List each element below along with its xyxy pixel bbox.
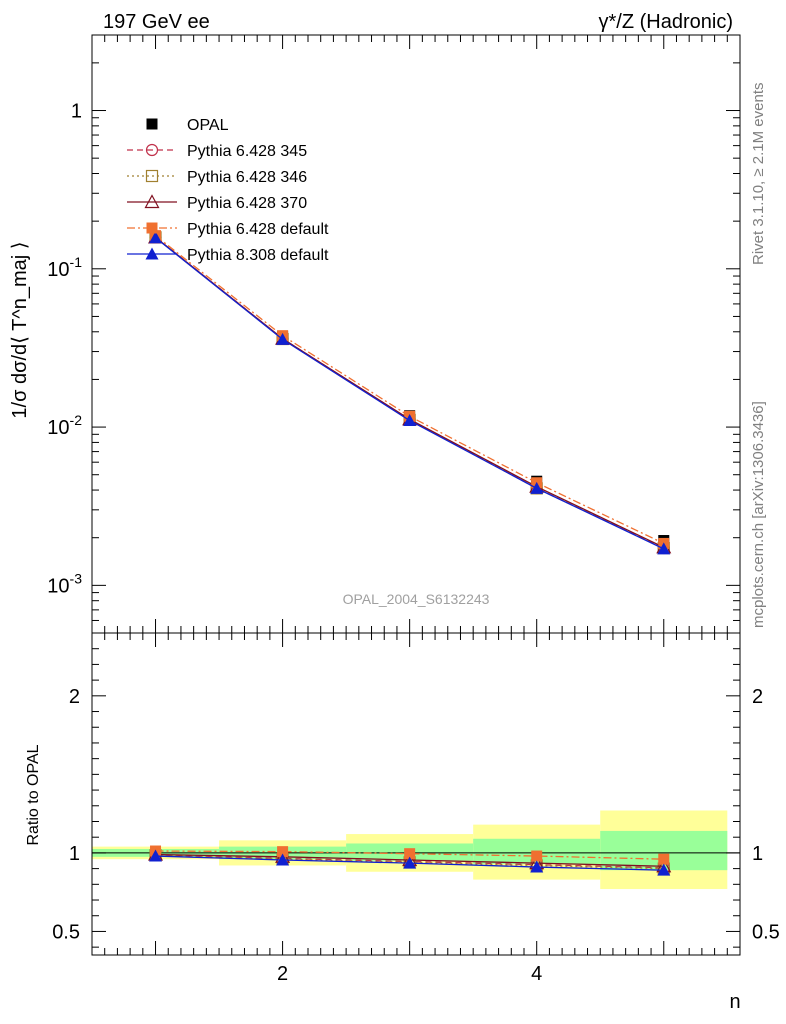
main-ytick-label: 1: [71, 101, 82, 123]
legend-label-p8: Pythia 8.308 default: [187, 247, 329, 264]
header-right: γ*/Z (Hadronic): [599, 11, 733, 33]
legend-label-p346: Pythia 6.428 346: [187, 169, 307, 186]
main-ytick-label: 10-3: [47, 570, 82, 597]
legend-label-pdef: Pythia 6.428 default: [187, 221, 329, 238]
series-line-p345: [155, 236, 665, 549]
main-axis-ticks: 10-3 10-2 10-1 1: [47, 34, 740, 634]
ratio-xtick-label: 2: [277, 963, 288, 985]
point-pdef: [531, 850, 543, 862]
series-line-p346: [155, 236, 665, 549]
legend-marker-opal: [146, 118, 158, 130]
point-p8: [403, 856, 417, 869]
point-p8: [149, 231, 163, 244]
point-pdef: [404, 848, 416, 860]
header-left: 197 GeV ee: [103, 11, 210, 33]
ratio-ytick-label-left: 1: [69, 843, 80, 865]
ratio-ytick-label-left: 2: [69, 686, 80, 708]
point-p8: [403, 414, 417, 427]
point-p8: [276, 853, 290, 866]
point-pdef: [658, 853, 670, 865]
point-p8: [149, 849, 163, 862]
legend-marker-pdef: [146, 222, 158, 234]
main-series: [148, 229, 672, 555]
point-p8: [530, 481, 544, 494]
main-ylabel: 1/σ dσ/d⟨ T^n_maj ⟩: [9, 241, 31, 418]
legend-label-opal: OPAL: [187, 117, 229, 134]
ratio-ytick-label-left: 0.5: [52, 921, 80, 943]
rivet-label: Rivet 3.1.10, ≥ 2.1M events: [750, 83, 767, 266]
point-p8: [530, 860, 544, 873]
analysis-watermark: OPAL_2004_S6132243: [343, 591, 490, 607]
legend-label-p345: Pythia 6.428 345: [187, 143, 307, 160]
ratio-ylabel: Ratio to OPAL: [25, 744, 42, 845]
x-axis-label: n: [729, 991, 740, 1013]
legend-label-p370: Pythia 6.428 370: [187, 195, 307, 212]
legend-marker-p345: [145, 143, 159, 157]
series-line-p370: [155, 236, 665, 548]
ratio-xtick-label: 4: [531, 963, 542, 985]
legend-marker-p346: [145, 169, 159, 183]
ratio-ytick-label-right: 2: [752, 686, 763, 708]
point-p8: [276, 332, 290, 345]
ratio-axis-ticks: 0.5 0.5 1 1 2 2 2 4: [52, 633, 780, 985]
legend-marker-p8: [145, 247, 159, 260]
ratio-ytick-label-right: 0.5: [752, 921, 780, 943]
series-line-pdef: [155, 850, 664, 860]
point-p8: [657, 863, 671, 876]
mcplots-label: mcplots.cern.ch [arXiv:1306.3436]: [750, 401, 767, 628]
point-pdef: [277, 846, 289, 858]
legend: OPAL Pythia 6.428 345 Pythia 6.428 346 Pyth…: [127, 117, 329, 264]
point-p8: [657, 542, 671, 555]
ratio-ytick-label-right: 1: [752, 843, 763, 865]
main-ytick-label: 10-2: [47, 412, 82, 439]
legend-marker-p370: [144, 194, 160, 209]
series-line-p8: [155, 237, 665, 550]
ratio-series: [148, 845, 672, 876]
series-line-pdef: [155, 235, 665, 545]
ratio-frame: [91, 632, 741, 956]
ratio-uncertainty-bands: [92, 810, 740, 890]
main-ytick-label: 10-1: [47, 254, 82, 281]
